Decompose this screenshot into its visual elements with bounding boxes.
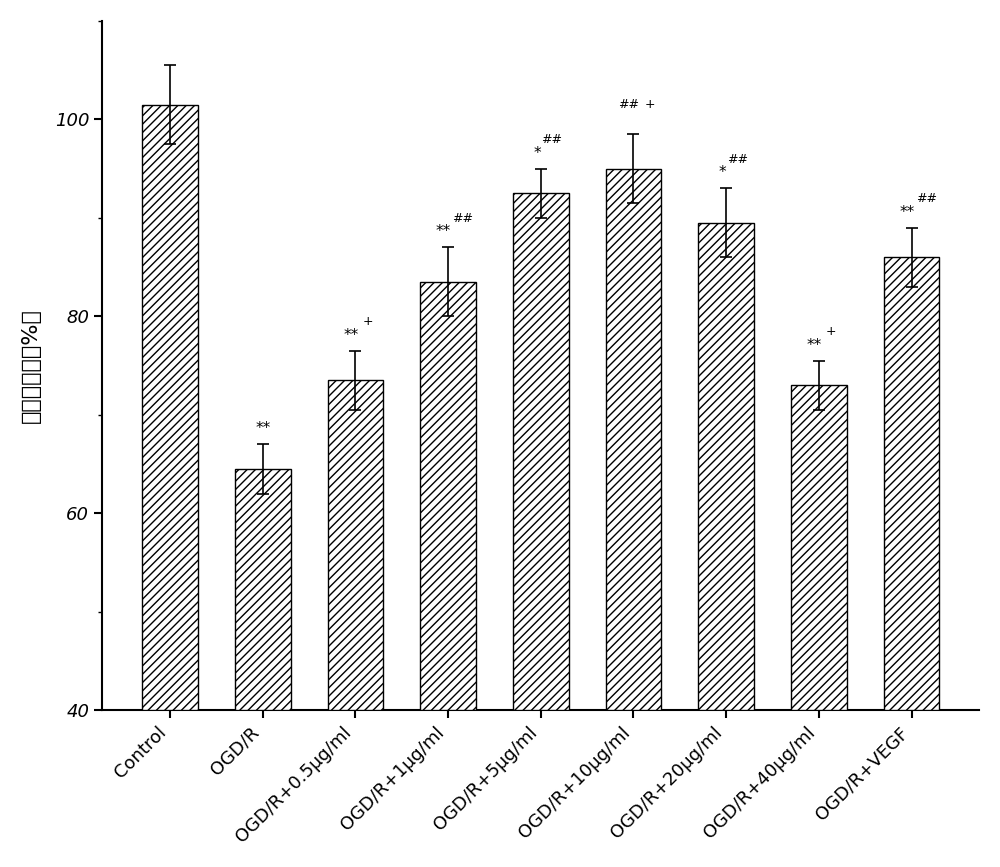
Text: ##: ##: [618, 99, 639, 112]
Text: **: **: [436, 225, 451, 239]
Bar: [606, 168, 661, 710]
Text: *: *: [533, 146, 541, 160]
Bar: [328, 381, 383, 710]
Bar: [420, 282, 476, 710]
Text: +: +: [826, 325, 836, 338]
Bar: [884, 257, 939, 710]
Y-axis label: 细胞存活率（%）: 细胞存活率（%）: [21, 308, 41, 423]
Bar: [235, 469, 291, 710]
Bar: [791, 385, 847, 710]
Text: **: **: [807, 338, 822, 353]
Bar: [142, 105, 198, 710]
Text: ##: ##: [452, 212, 473, 225]
Text: ##: ##: [541, 133, 562, 146]
Text: **: **: [255, 421, 270, 436]
Text: ##: ##: [916, 192, 937, 205]
Text: ##: ##: [727, 153, 748, 166]
Text: +: +: [362, 315, 373, 328]
Text: *: *: [719, 166, 726, 180]
Bar: [513, 193, 569, 710]
Text: **: **: [343, 328, 358, 343]
Bar: [698, 223, 754, 710]
Text: **: **: [899, 205, 915, 220]
Text: +: +: [645, 99, 655, 112]
